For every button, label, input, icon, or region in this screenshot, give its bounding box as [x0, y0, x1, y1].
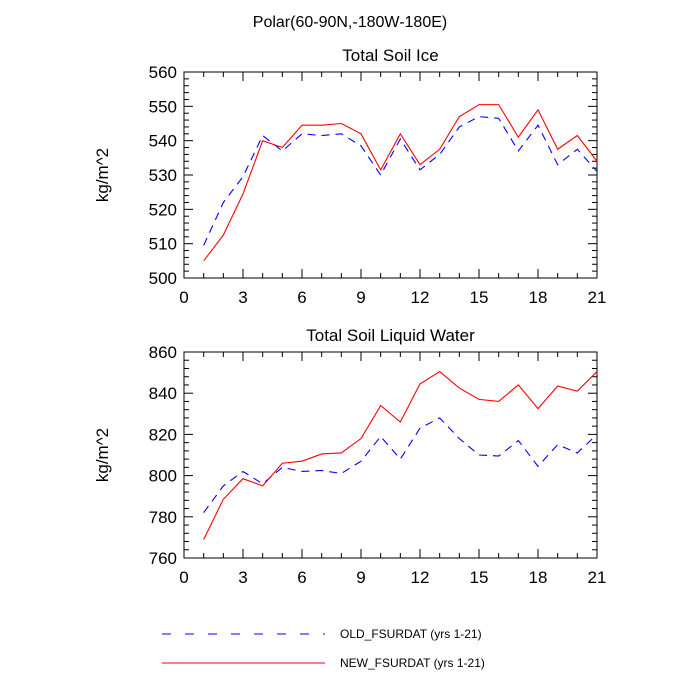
- y-tick-label: 800: [149, 467, 177, 486]
- series-line-new-fsurdat: [203, 104, 598, 262]
- x-tick-label: 0: [179, 568, 188, 587]
- series-line-old-fsurdat: [203, 417, 598, 514]
- series-line-new-fsurdat: [203, 370, 598, 540]
- y-tick-label: 820: [149, 425, 177, 444]
- chart-title: Total Soil Ice: [342, 46, 438, 65]
- x-tick-label: 3: [238, 288, 247, 307]
- plot-frame: [183, 71, 598, 279]
- x-tick-label: 12: [411, 568, 430, 587]
- plot-frame: [183, 351, 598, 559]
- legend-label: OLD_FSURDAT (yrs 1-21): [340, 627, 482, 641]
- y-tick-label: 500: [149, 269, 177, 288]
- legend-label: NEW_FSURDAT (yrs 1-21): [340, 656, 485, 670]
- y-tick-label: 530: [149, 166, 177, 185]
- y-axis-label: kg/m^2: [93, 428, 112, 482]
- x-tick-label: 9: [356, 288, 365, 307]
- chart-panel-2: Total Soil Liquid Water kg/m^2 0 3 6 9 12 15 18 2…: [93, 326, 606, 587]
- y-tick-label: 510: [149, 235, 177, 254]
- legend-item: OLD_FSURDAT (yrs 1-21): [162, 627, 482, 641]
- y-tick-label: 560: [149, 63, 177, 82]
- y-tick-label: 520: [149, 200, 177, 219]
- chart-panel-1: Total Soil Ice kg/m^2 0 3 6 9 12 15 18 21 500 510 52…: [93, 46, 606, 307]
- x-tick-label: 18: [529, 288, 548, 307]
- y-tick-label: 860: [149, 343, 177, 362]
- x-tick-label: 18: [529, 568, 548, 587]
- chart-panels: Total Soil Ice kg/m^2 0 3 6 9 12 15 18 21 500 510 52…: [93, 46, 606, 587]
- x-tick-label: 15: [470, 568, 489, 587]
- y-tick-label: 840: [149, 384, 177, 403]
- x-tick-label: 15: [470, 288, 489, 307]
- figure-title: Polar(60-90N,-180W-180E): [253, 14, 447, 31]
- legend-item: NEW_FSURDAT (yrs 1-21): [162, 656, 485, 670]
- x-tick-label: 21: [588, 568, 607, 587]
- x-tick-label: 21: [588, 288, 607, 307]
- series-line-old-fsurdat: [203, 116, 598, 246]
- y-tick-label: 550: [149, 97, 177, 116]
- x-tick-label: 6: [297, 288, 306, 307]
- y-tick-label: 760: [149, 549, 177, 568]
- legend: OLD_FSURDAT (yrs 1-21) NEW_FSURDAT (yrs 1…: [162, 627, 485, 670]
- x-tick-label: 3: [238, 568, 247, 587]
- x-tick-label: 6: [297, 568, 306, 587]
- x-tick-label: 0: [179, 288, 188, 307]
- x-tick-label: 12: [411, 288, 430, 307]
- y-tick-label: 540: [149, 132, 177, 151]
- y-axis-label: kg/m^2: [93, 148, 112, 202]
- y-tick-label: 780: [149, 508, 177, 527]
- chart-title: Total Soil Liquid Water: [306, 326, 475, 345]
- x-tick-label: 9: [356, 568, 365, 587]
